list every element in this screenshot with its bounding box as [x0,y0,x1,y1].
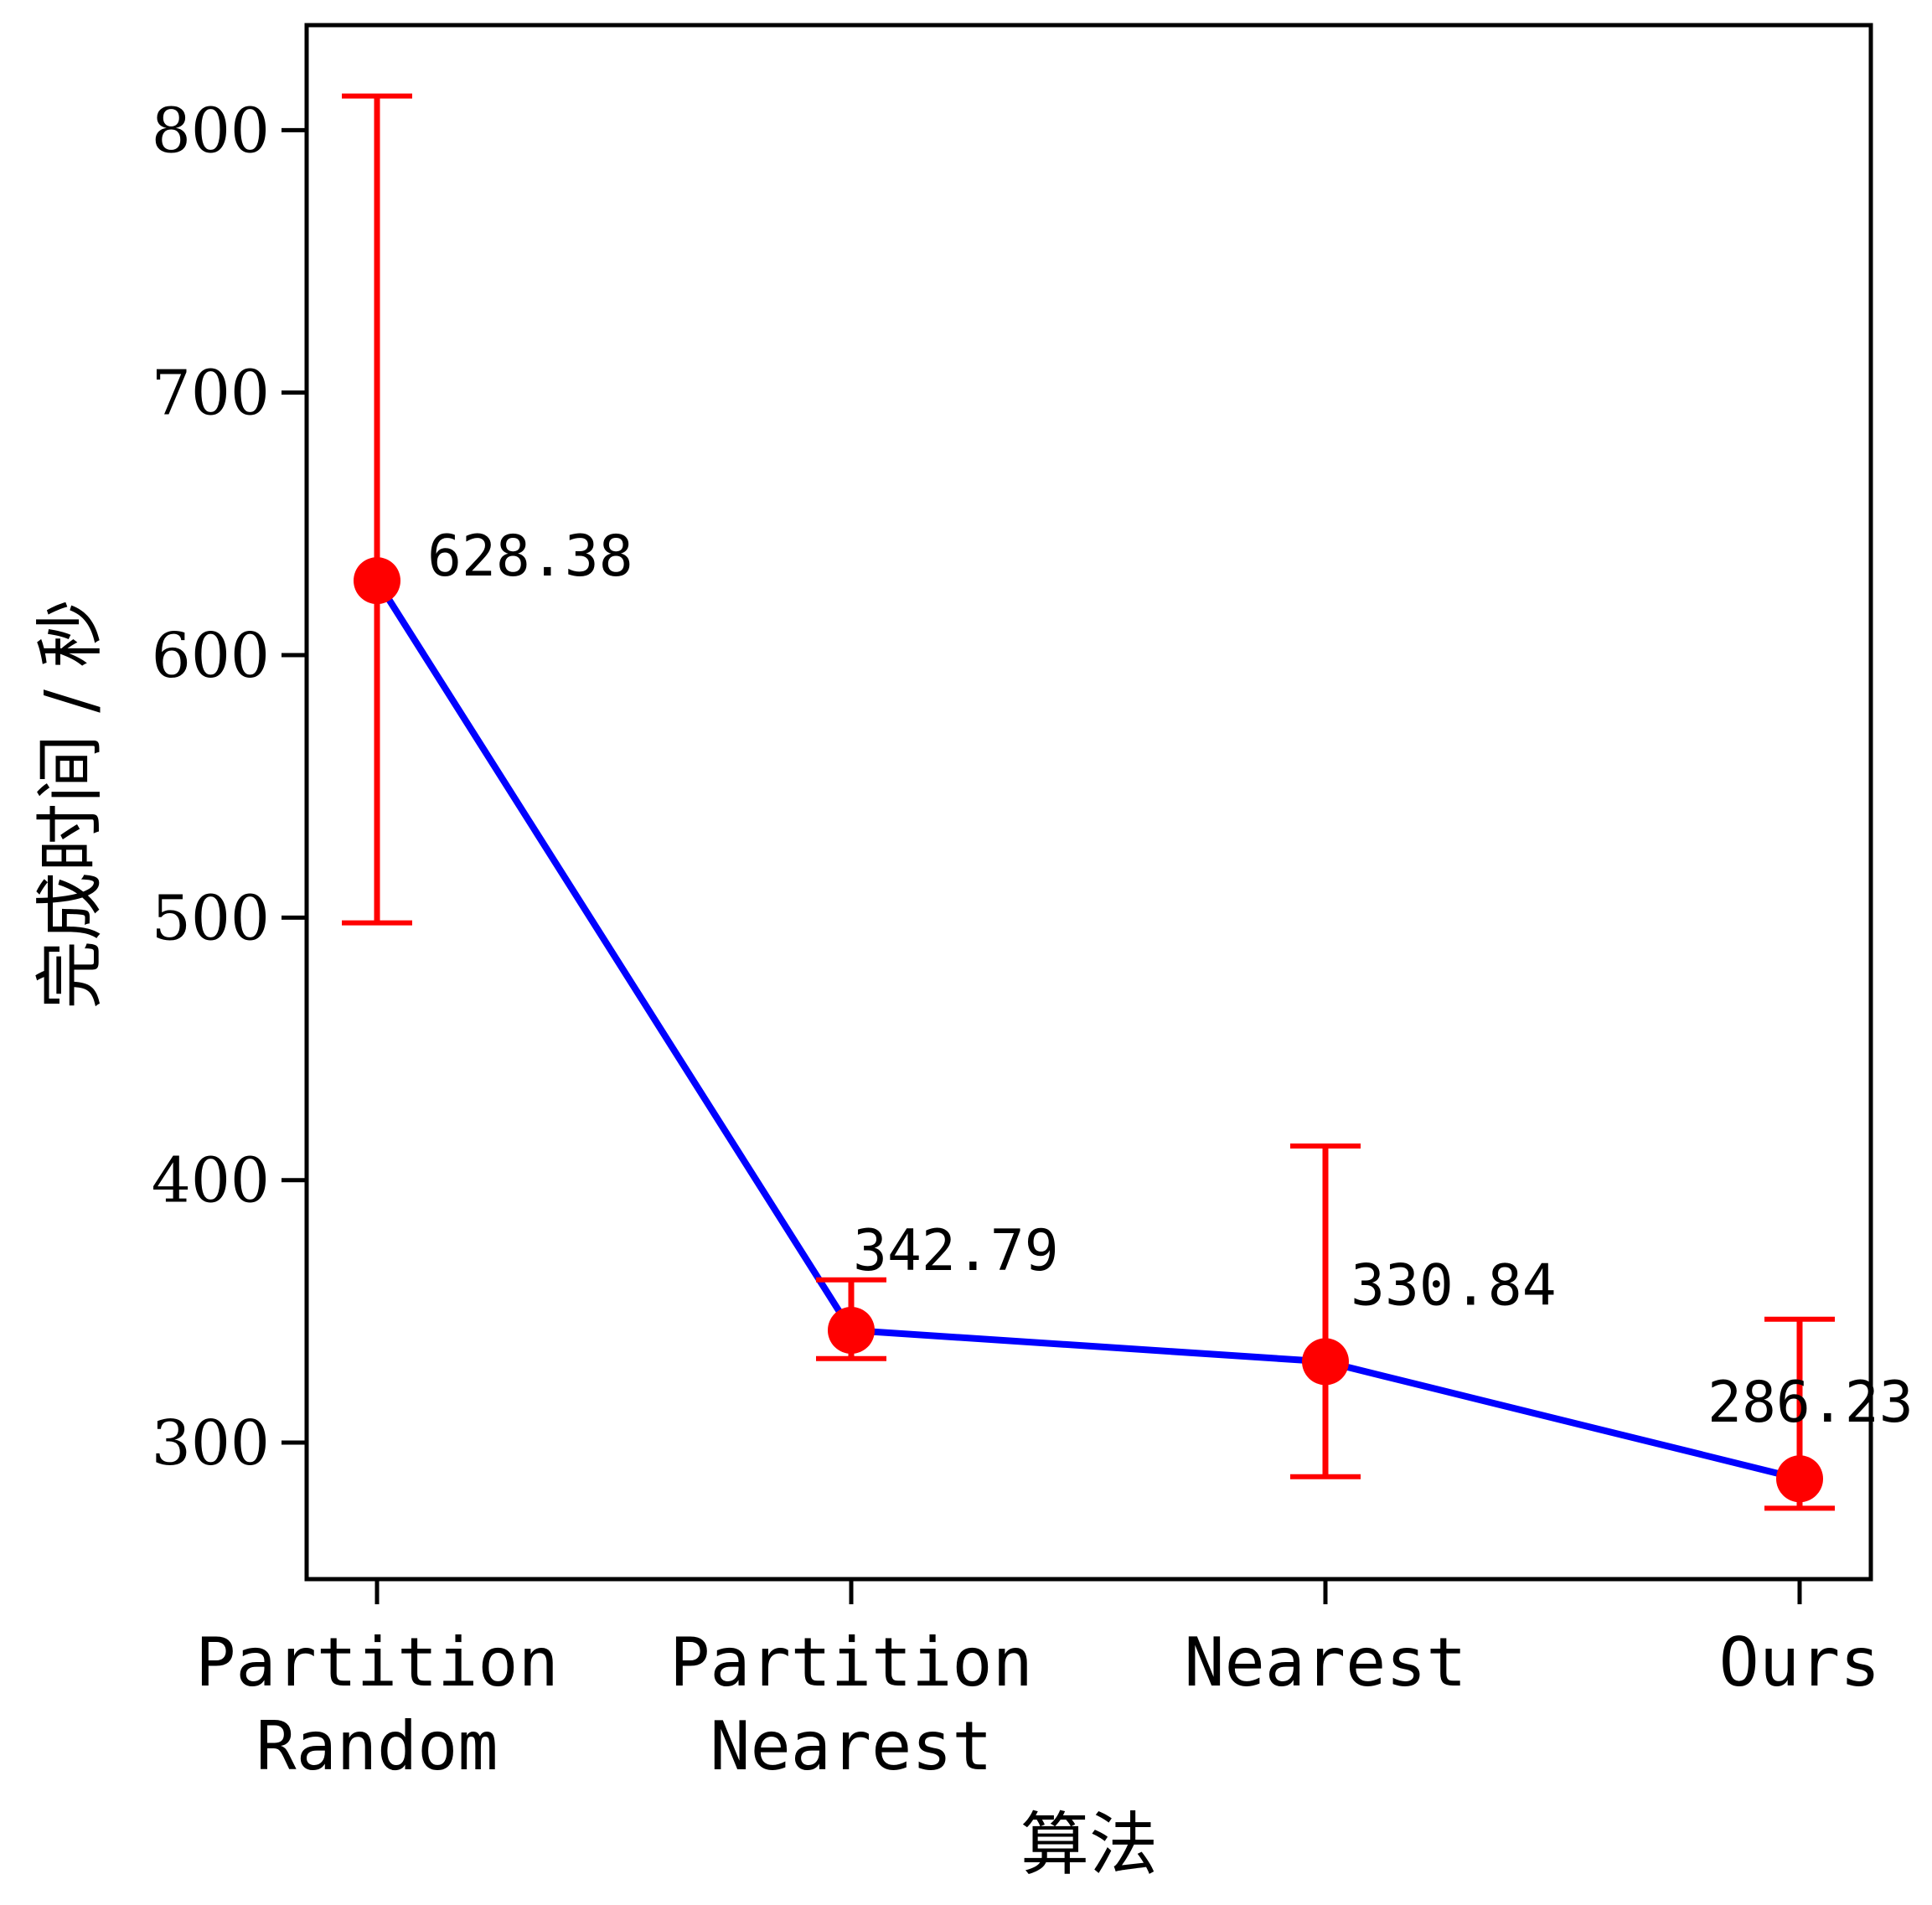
data-point [354,557,400,605]
y-tick-label: 400 [152,1145,270,1217]
x-tick-label: Partition [195,1624,558,1701]
chart-marks: 628.38 342.79 330.84 286.23 [342,93,1914,1511]
x-axis-title: 算法 [1020,1805,1158,1885]
data-point [1302,1338,1349,1386]
y-axis: 300 400 500 600 700 800 [152,95,307,1479]
x-tick-label: Ours [1719,1624,1881,1701]
x-tick-label: Nearest [1184,1624,1466,1701]
data-label: 330.84 [1351,1252,1557,1319]
y-tick-label: 600 [152,620,270,692]
y-axis-title: 完成时间 / 秒 [31,599,111,1009]
data-label: 286.23 [1707,1370,1914,1436]
data-point [1776,1455,1823,1503]
data-label: 628.38 [427,524,633,590]
y-tick-label: 700 [152,358,270,430]
x-tick-label: Nearest [710,1707,992,1785]
error-bar [342,93,412,926]
y-tick-label: 500 [152,882,270,954]
error-bar [1290,1143,1361,1479]
plot-frame [304,23,1873,1582]
x-tick-label: Random [256,1707,498,1785]
series-line [374,578,1800,1483]
x-tick-label: Partition [669,1624,1032,1701]
data-label: 342.79 [853,1218,1059,1284]
y-tick-label: 300 [152,1407,270,1479]
data-point [828,1306,875,1354]
y-tick-label: 800 [152,95,270,167]
